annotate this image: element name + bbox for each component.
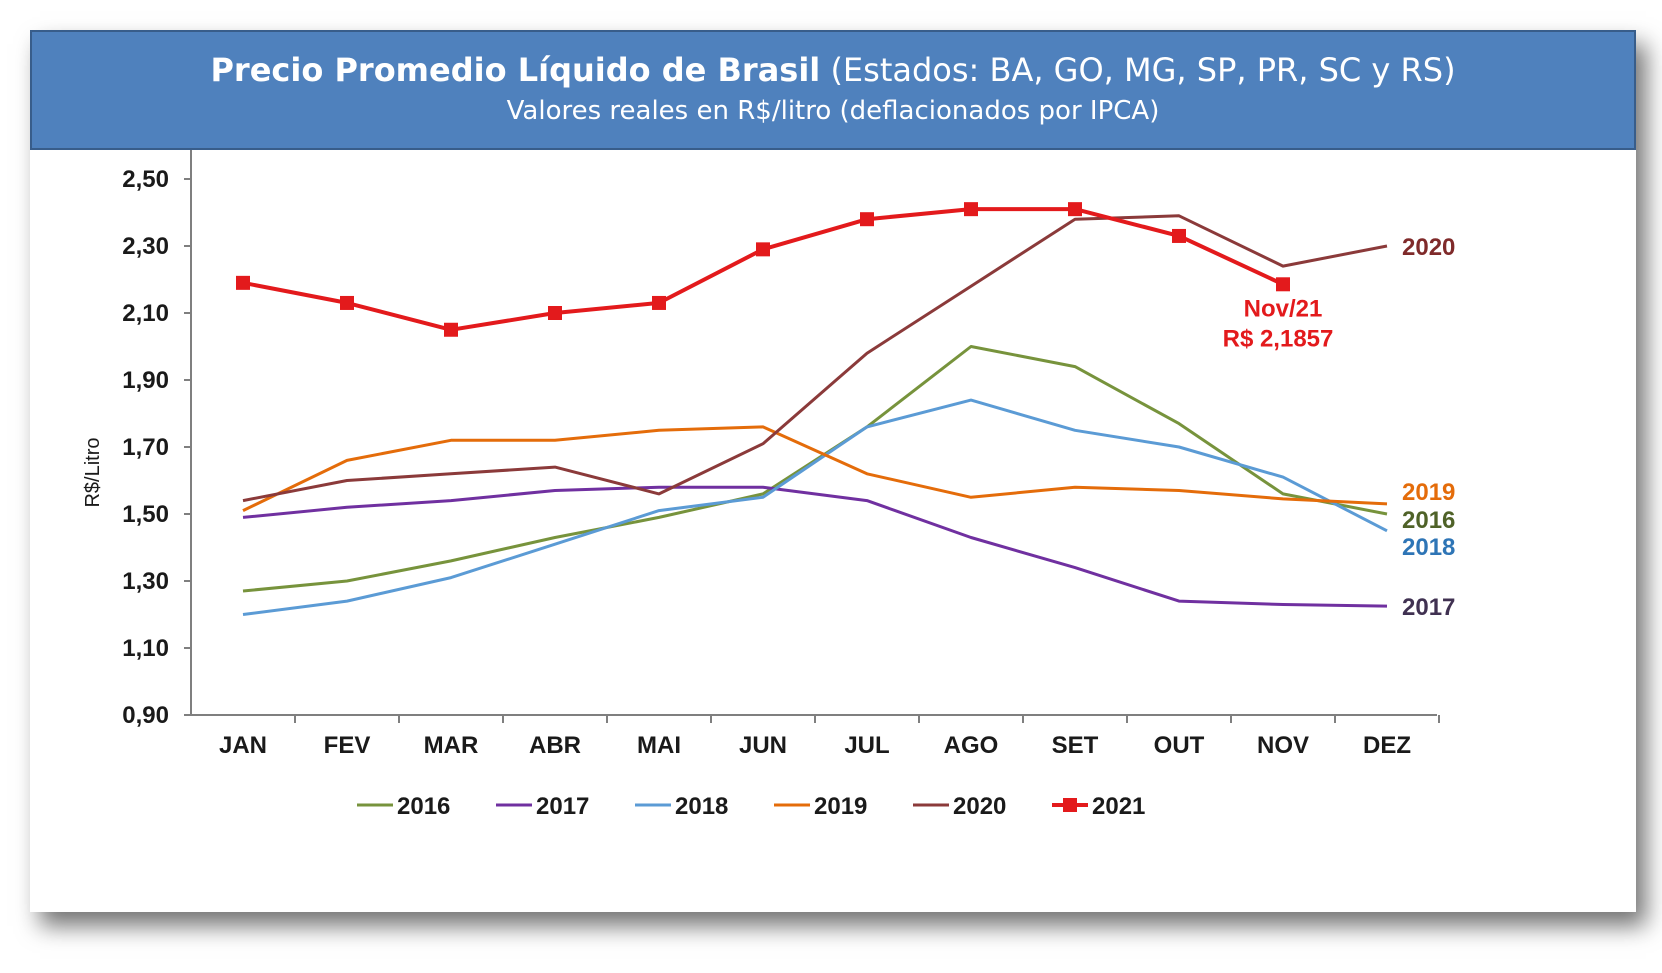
- y-tick-label: 2,50: [122, 166, 169, 193]
- data-point-2021: [964, 202, 978, 217]
- chart-header: Precio Promedio Líquido de Brasil (Estad…: [30, 30, 1636, 150]
- legend-label-2018: 2018: [675, 793, 728, 820]
- legend-label-2016: 2016: [397, 793, 450, 820]
- series-end-label-2016: 2016: [1402, 507, 1455, 534]
- x-tick-label: JUN: [739, 732, 787, 759]
- series-line-2019: [242, 425, 1388, 512]
- chart-subtitle: Valores reales en R$/litro (deflacionado…: [506, 96, 1160, 126]
- series-line-2021: [242, 207, 1284, 332]
- series-layer: [236, 202, 1388, 616]
- series-end-label-2018: 2018: [1402, 534, 1455, 561]
- y-tick-label: 1,90: [122, 367, 169, 394]
- data-point-2021: [1276, 277, 1290, 292]
- legend-label-2017: 2017: [536, 793, 589, 820]
- legend-label-2019: 2019: [814, 793, 867, 820]
- x-tick-label: OUT: [1154, 732, 1205, 759]
- chart-title-rest: (Estados: BA, GO, MG, SP, PR, SC y RS): [820, 51, 1456, 89]
- x-tick-label: ABR: [529, 732, 581, 759]
- series-line-2018: [242, 398, 1388, 616]
- chart-title: Precio Promedio Líquido de Brasil (Estad…: [32, 50, 1634, 90]
- y-tick-label: 0,90: [122, 702, 169, 729]
- y-tick-label: 2,10: [122, 300, 169, 327]
- axes: 0,90 1,10 1,30 1,50 1,70 1,90 2,10 2,30 2,50 JAN F…: [82, 150, 1440, 759]
- y-tick-label: 1,10: [122, 635, 169, 662]
- chart-card: Precio Promedio Líquido de Brasil (Estad…: [30, 30, 1636, 912]
- chart-title-bold: Precio Promedio Líquido de Brasil: [210, 51, 821, 89]
- series-end-label-2019: 2019: [1402, 479, 1455, 506]
- data-point-2021: [1172, 228, 1186, 243]
- x-tick-label: SET: [1052, 732, 1099, 759]
- x-tick-label: DEZ: [1363, 732, 1411, 759]
- legend-label-2020: 2020: [953, 793, 1006, 820]
- series-line-2020: [242, 214, 1388, 503]
- data-point-2021: [340, 295, 354, 310]
- x-tick-label: NOV: [1257, 732, 1309, 759]
- y-tick-label: 2,30: [122, 233, 169, 260]
- y-tick-label: 1,50: [122, 501, 169, 528]
- x-tick-label: JAN: [219, 732, 267, 759]
- series-end-label-2017: 2017: [1402, 594, 1455, 621]
- data-point-2021: [236, 275, 250, 290]
- x-tick-label: JUL: [844, 732, 889, 759]
- data-point-2021: [444, 322, 458, 337]
- x-tick-label: AGO: [944, 732, 999, 759]
- data-point-2021: [860, 212, 874, 227]
- data-point-2021: [756, 242, 770, 257]
- data-point-2021: [652, 295, 666, 310]
- y-axis-label: R$/Litro: [82, 437, 104, 507]
- series-line-2017: [242, 485, 1388, 608]
- annotation-date: Nov/21: [1244, 295, 1323, 322]
- data-point-2021: [548, 306, 562, 320]
- legend-label-2021: 2021: [1092, 793, 1145, 820]
- y-tick-label: 1,70: [122, 434, 169, 461]
- x-tick-label: MAI: [637, 732, 681, 759]
- x-tick-label: FEV: [324, 732, 371, 759]
- annotation-value: R$ 2,1857: [1223, 325, 1334, 352]
- y-tick-label: 1,30: [122, 568, 169, 595]
- data-point-2021: [1068, 202, 1082, 217]
- series-end-label-2020: 2020: [1402, 234, 1455, 261]
- x-tick-label: MAR: [424, 732, 479, 759]
- legend: 2016 2017 2018 2019 2020 2021: [357, 793, 1145, 820]
- legend-marker-2021: [1063, 798, 1077, 812]
- series-line-2016: [242, 345, 1388, 593]
